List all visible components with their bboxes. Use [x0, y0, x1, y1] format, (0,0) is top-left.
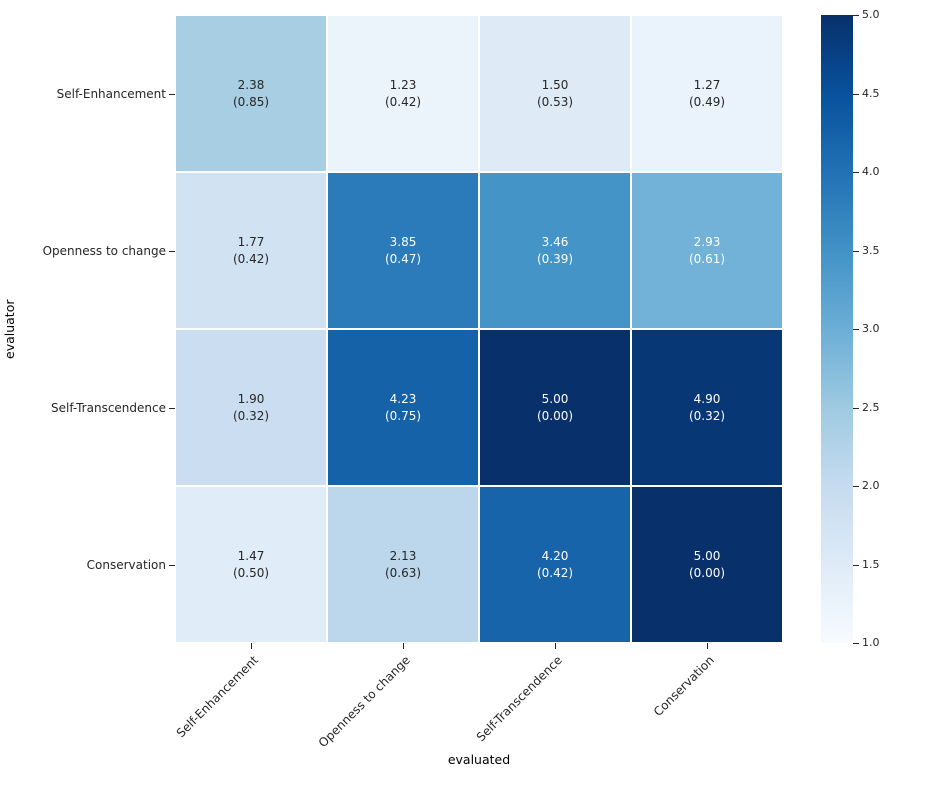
- heatmap-cell: 2.13 (0.63): [327, 486, 479, 643]
- colorbar-tick-label: 1.0: [862, 636, 880, 649]
- x-tick-label: Self-Enhancement: [173, 653, 261, 741]
- x-tick-mark: [707, 643, 708, 649]
- y-tick-label: Self-Enhancement: [56, 86, 166, 101]
- colorbar-tick-mark: [853, 407, 859, 409]
- cell-value: 2.93 (0.61): [688, 235, 726, 266]
- x-tick-label: Openness to change: [315, 653, 413, 751]
- cell-value: 1.77 (0.42): [232, 235, 270, 266]
- cell-value: 5.00 (0.00): [536, 392, 574, 423]
- cell-value: 1.23 (0.42): [384, 78, 422, 109]
- colorbar-tick-label: 1.5: [862, 557, 880, 571]
- x-tick-mark: [403, 643, 404, 649]
- heatmap-cell: 2.93 (0.61): [631, 172, 783, 329]
- colorbar-tick-mark: [853, 329, 859, 330]
- heatmap-cell: 1.50 (0.53): [479, 15, 631, 172]
- heatmap-cell: 5.00 (0.00): [631, 486, 783, 643]
- colorbar-gradient: [821, 15, 853, 643]
- colorbar-tick-mark: [853, 15, 859, 16]
- cell-value: 4.23 (0.75): [384, 392, 422, 423]
- cell-value: 1.47 (0.50): [232, 549, 270, 580]
- colorbar-tick-label: 2.5: [862, 400, 880, 414]
- heatmap-cell: 4.20 (0.42): [479, 486, 631, 643]
- cell-value: 1.27 (0.49): [688, 78, 726, 109]
- y-tick-label: Self-Transcendence: [50, 400, 166, 415]
- cell-value: 1.90 (0.32): [232, 392, 270, 423]
- colorbar-tick-mark: [853, 486, 859, 487]
- heatmap-cell: 4.23 (0.75): [327, 329, 479, 486]
- y-tick-mark: [169, 250, 175, 252]
- cell-value: 4.20 (0.42): [536, 549, 574, 580]
- cell-value: 4.90 (0.32): [688, 392, 726, 423]
- y-tick-mark: [169, 93, 175, 95]
- heatmap-cell: 3.46 (0.39): [479, 172, 631, 329]
- colorbar-tick-label: 4.5: [862, 86, 880, 100]
- x-tick-label: Self-Transcendence: [473, 653, 565, 745]
- x-tick-label: Conservation: [650, 653, 717, 720]
- heatmap-cell: 5.00 (0.00): [479, 329, 631, 486]
- heatmap-cell: 1.77 (0.42): [175, 172, 327, 329]
- heatmap-cell: 2.38 (0.85): [175, 15, 327, 172]
- colorbar-tick-label: 4.0: [862, 165, 880, 178]
- colorbar-tick-label: 3.0: [862, 322, 880, 335]
- heatmap-cell: 1.47 (0.50): [175, 486, 327, 643]
- cell-value: 2.13 (0.63): [384, 549, 422, 580]
- x-tick-mark: [251, 643, 252, 649]
- heatmap-cell: 1.90 (0.32): [175, 329, 327, 486]
- heatmap-cell: 3.85 (0.47): [327, 172, 479, 329]
- heatmap-cell: 1.23 (0.42): [327, 15, 479, 172]
- colorbar-tick-label: 5.0: [862, 8, 880, 21]
- heatmap-cell: 1.27 (0.49): [631, 15, 783, 172]
- colorbar-tick-mark: [853, 250, 859, 252]
- cell-value: 2.38 (0.85): [232, 78, 270, 109]
- y-tick-label: Openness to change: [42, 243, 166, 258]
- colorbar-tick-label: 2.0: [862, 479, 880, 492]
- colorbar-tick-mark: [853, 564, 859, 566]
- colorbar-tick-mark: [853, 172, 859, 173]
- cell-value: 1.50 (0.53): [536, 78, 574, 109]
- y-axis-title: evaluator: [2, 299, 17, 359]
- cell-value: 3.46 (0.39): [536, 235, 574, 266]
- y-tick-mark: [169, 564, 175, 566]
- x-axis-title: evaluated: [447, 752, 511, 767]
- x-tick-mark: [555, 643, 556, 649]
- colorbar-tick-label: 3.5: [862, 243, 880, 257]
- y-tick-mark: [169, 407, 175, 409]
- colorbar-tick-mark: [853, 643, 859, 644]
- cell-value: 5.00 (0.00): [688, 549, 726, 580]
- colorbar-tick-mark: [853, 93, 859, 95]
- cell-value: 3.85 (0.47): [384, 235, 422, 266]
- heatmap-cell: 4.90 (0.32): [631, 329, 783, 486]
- y-tick-label: Conservation: [86, 557, 166, 572]
